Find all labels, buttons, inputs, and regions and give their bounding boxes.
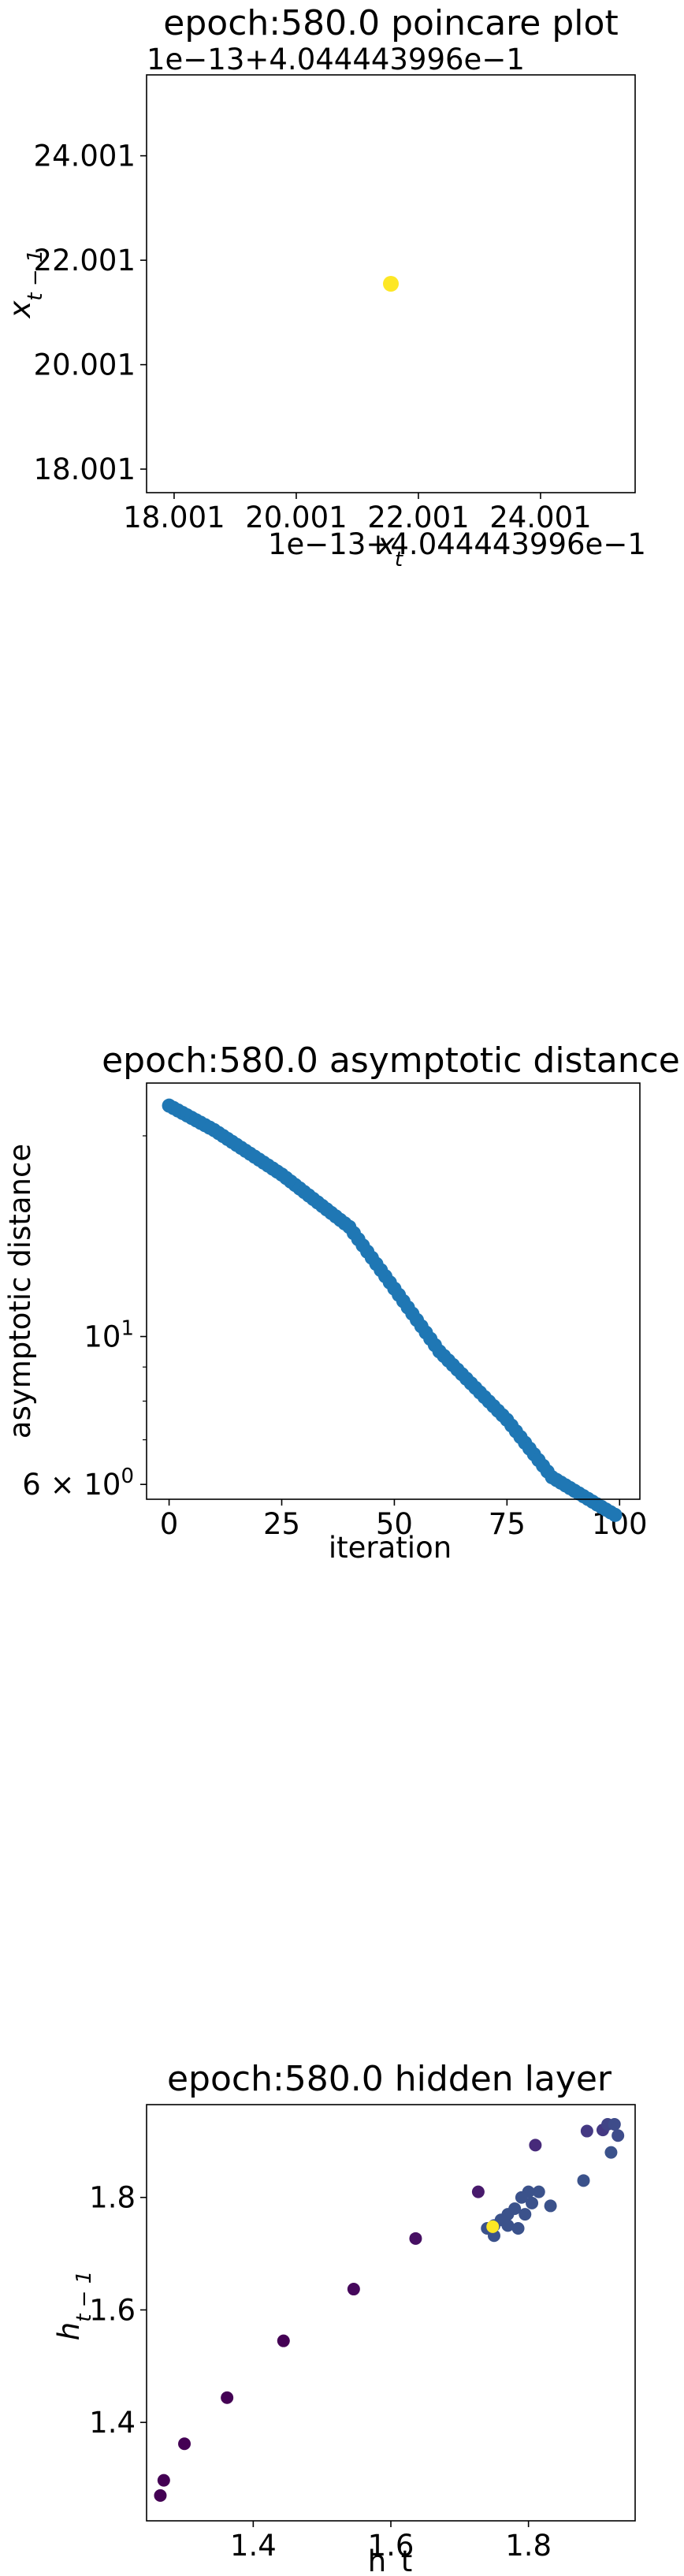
poincare-x-offset-text: 1e−13+4.044443996e−1 bbox=[268, 527, 646, 561]
hidden-data-point bbox=[471, 2185, 485, 2198]
hidden-data-point bbox=[178, 2437, 191, 2451]
hidden-data-point bbox=[511, 2221, 525, 2235]
hidden-data-point bbox=[577, 2174, 590, 2187]
asymptotic-ytick-label: 6 × 100 bbox=[22, 1465, 134, 1502]
asymptotic-xtick-label: 0 bbox=[160, 1507, 179, 1541]
hidden-data-point bbox=[501, 2219, 515, 2232]
poincare-xtick-label: 20.001 bbox=[245, 501, 347, 534]
poincare-y-offset-text: 1e−13+4.044443996e−1 bbox=[147, 43, 525, 76]
asymptotic-xlabel: iteration bbox=[329, 1531, 452, 1565]
hidden-data-point bbox=[580, 2124, 593, 2138]
hidden-data-point bbox=[347, 2283, 360, 2296]
hidden-data-point bbox=[277, 2334, 290, 2347]
hidden-data-point bbox=[544, 2199, 557, 2213]
hidden-xtick-label: 1.8 bbox=[505, 2529, 552, 2563]
poincare-xtick-label: 18.001 bbox=[123, 501, 225, 534]
hidden-ytick-label: 1.4 bbox=[89, 2406, 136, 2440]
poincare-ylabel: xt − 1 bbox=[3, 250, 47, 319]
hidden-data-point bbox=[608, 2117, 621, 2131]
asymptotic-ytick-label: 101 bbox=[84, 1317, 134, 1354]
hidden-ytick-label: 1.8 bbox=[89, 2181, 136, 2215]
asymptotic-xtick-label: 25 bbox=[263, 1507, 300, 1541]
poincare-xtick-label: 24.001 bbox=[489, 501, 591, 534]
hidden-data-point bbox=[486, 2220, 500, 2233]
hidden-data-point bbox=[612, 2129, 625, 2142]
poincare-ytick-label: 20.001 bbox=[34, 348, 136, 382]
hidden-data-point bbox=[526, 2196, 539, 2209]
poincare-plot-area bbox=[146, 74, 636, 493]
asymptotic-xtick-label: 75 bbox=[489, 1507, 526, 1541]
hidden-xlabel: h_t bbox=[368, 2544, 412, 2576]
asymptotic-distance-plot: epoch:580.0 asymptotic distance 101 6 × 1… bbox=[3, 1040, 680, 1565]
hidden-title: epoch:580.0 hidden layer bbox=[167, 2059, 612, 2099]
hidden-data-point bbox=[529, 2139, 542, 2152]
asymptotic-title: epoch:580.0 asymptotic distance bbox=[102, 1040, 680, 1081]
hidden-data-point bbox=[604, 2146, 618, 2159]
hidden-xtick-label: 1.6 bbox=[368, 2529, 414, 2563]
hidden-layer-plot: epoch:580.0 hidden layer 1.4 1.6 1.8 1.4 1.… bbox=[52, 2059, 636, 2576]
hidden-ytick-label: 1.6 bbox=[89, 2293, 136, 2327]
hidden-data-point bbox=[519, 2208, 532, 2221]
hidden-data-point bbox=[154, 2489, 167, 2502]
hidden-ylabel: ht − 1 bbox=[52, 2271, 96, 2341]
hidden-plot-area bbox=[146, 2104, 636, 2522]
hidden-data-point bbox=[532, 2185, 545, 2198]
asymptotic-xtick-label: 50 bbox=[376, 1507, 413, 1541]
poincare-ytick-label: 24.001 bbox=[34, 140, 136, 173]
hidden-xtick-label: 1.4 bbox=[230, 2529, 277, 2563]
poincare-plot: epoch:580.0 poincare plot 1e−13+4.044443… bbox=[3, 3, 646, 571]
asymptotic-data-point bbox=[608, 1507, 623, 1522]
poincare-ytick-label: 18.001 bbox=[34, 452, 136, 486]
asymptotic-ylabel: asymptotic distance bbox=[3, 1144, 37, 1439]
poincare-data-point bbox=[383, 276, 399, 292]
hidden-data-point bbox=[157, 2474, 170, 2487]
hidden-data-point bbox=[409, 2232, 422, 2245]
asymptotic-plot-area bbox=[146, 1082, 641, 1500]
poincare-title: epoch:580.0 poincare plot bbox=[163, 3, 618, 43]
hidden-data-point bbox=[515, 2191, 528, 2204]
poincare-ytick-label: 22.001 bbox=[34, 244, 136, 277]
poincare-xtick-label: 22.001 bbox=[367, 501, 469, 534]
hidden-data-point bbox=[221, 2391, 234, 2404]
